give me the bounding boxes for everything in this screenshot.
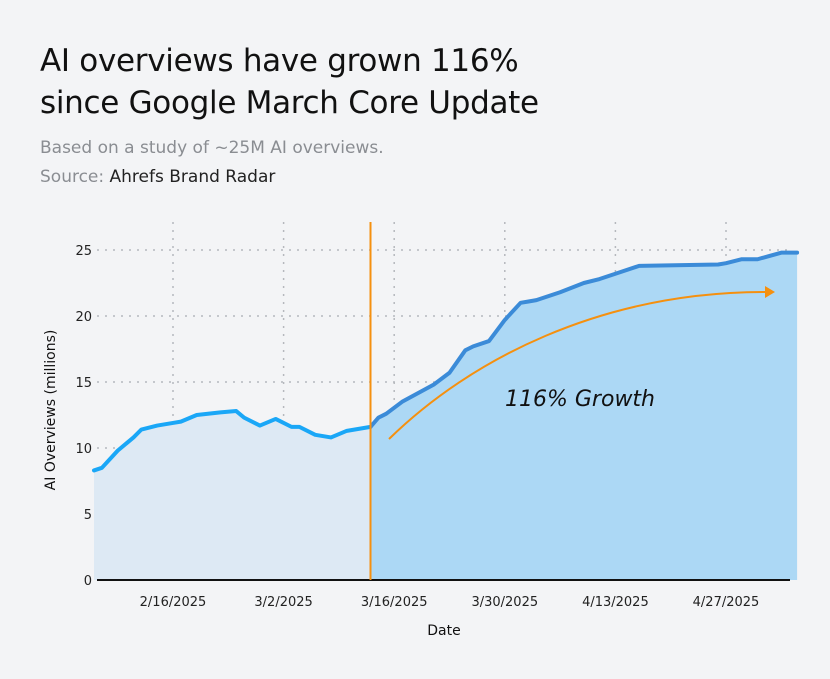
line-after-update — [368, 250, 800, 429]
x-tick-label: 3/30/2025 — [471, 595, 538, 610]
y-tick-label: 15 — [75, 376, 92, 391]
x-tick-label: 3/2/2025 — [254, 595, 312, 610]
title-line-2: since Google March Core Update — [40, 85, 539, 121]
y-axis-label: AI Overviews (millions) — [43, 330, 59, 491]
area-before-update — [94, 411, 371, 580]
growth-arrow — [388, 291, 766, 440]
area-after-update — [370, 252, 798, 580]
chart-title: AI overviews have grown 116% since Google… — [40, 40, 539, 124]
y-tick-label: 5 — [84, 508, 92, 523]
growth-arrow-head — [765, 286, 775, 298]
title-line-1: AI overviews have grown 116% — [40, 43, 519, 79]
y-tick-label: 10 — [75, 442, 92, 457]
y-tick-label: 25 — [75, 244, 92, 259]
x-tick-label: 3/16/2025 — [361, 595, 428, 610]
y-tick-label: 20 — [75, 310, 92, 325]
source-value: Ahrefs Brand Radar — [109, 167, 276, 187]
x-tick-label: 4/13/2025 — [582, 595, 649, 610]
growth-annotation: 116% Growth — [505, 387, 655, 412]
x-tick-label: 2/16/2025 — [140, 595, 207, 610]
chart-source: Source: Ahrefs Brand Radar — [40, 167, 275, 187]
line-before-update — [92, 409, 373, 473]
x-axis-label: Date — [427, 623, 460, 639]
source-label: Source: — [40, 167, 105, 187]
y-tick-label: 0 — [84, 574, 92, 589]
x-tick-label: 4/27/2025 — [693, 595, 760, 610]
chart-subtitle: Based on a study of ~25M AI overviews. — [40, 138, 384, 158]
